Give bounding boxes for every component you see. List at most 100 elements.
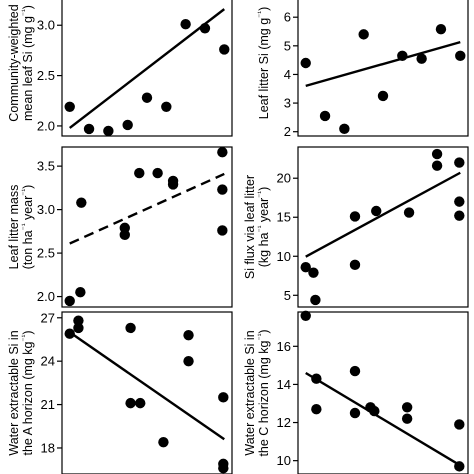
data-point xyxy=(403,207,415,218)
y-tick-label: 20 xyxy=(277,171,291,186)
data-point xyxy=(152,167,163,179)
data-point xyxy=(125,322,136,334)
y-tick-label: 14 xyxy=(277,377,291,392)
data-point xyxy=(435,24,447,35)
y-tick-label: 12 xyxy=(277,415,291,430)
fit-line xyxy=(305,371,461,467)
y-tick-label: 3.0 xyxy=(37,202,55,217)
data-point xyxy=(217,147,228,158)
data-point xyxy=(219,44,230,55)
data-point xyxy=(122,119,133,131)
data-point xyxy=(180,19,191,30)
y-tick-label: 2.5 xyxy=(37,68,55,83)
data-point xyxy=(76,197,87,208)
plot-frame xyxy=(61,146,233,308)
plot-frame xyxy=(61,311,233,474)
data-point xyxy=(431,160,443,171)
data-point xyxy=(73,315,84,326)
data-point xyxy=(454,461,465,472)
data-point xyxy=(199,23,211,34)
data-point xyxy=(455,50,466,62)
plot-frame xyxy=(297,146,469,308)
fit-line xyxy=(68,8,226,129)
data-point xyxy=(431,148,443,160)
y-axis-label-line: mean leaf Si (mg g⁻¹) xyxy=(20,5,35,121)
data-point xyxy=(454,210,465,221)
data-point xyxy=(300,261,311,273)
fit-line xyxy=(69,172,225,245)
y-axis-label-line: Water extractable Si in xyxy=(243,330,257,455)
data-point xyxy=(300,57,311,69)
plot-frame xyxy=(297,311,469,474)
data-point xyxy=(310,294,321,306)
data-point xyxy=(125,397,136,409)
panel-5: 18 21 24 27 Water extractable Si in the A hor… xyxy=(7,310,233,474)
data-point xyxy=(73,322,84,334)
y-tick-label: 21 xyxy=(41,397,55,412)
y-axis-label-line: Water extractable Si in xyxy=(7,330,21,455)
y-axis-label: Community-weighted mean leaf Si (mg g⁻¹) xyxy=(7,4,35,121)
data-point xyxy=(141,92,153,103)
data-point xyxy=(349,365,361,377)
y-axis-label: Leaf litter Si (mg g⁻¹) xyxy=(256,7,271,120)
y-tick-label: 3.5 xyxy=(37,159,55,174)
data-point xyxy=(311,373,322,384)
y-tick-label: 10 xyxy=(277,249,291,264)
fit-line xyxy=(305,171,461,258)
data-point xyxy=(119,229,130,241)
data-point xyxy=(416,53,427,64)
data-point xyxy=(64,295,75,307)
y-tick-label: 10 xyxy=(277,453,291,468)
y-tick-label: 6 xyxy=(284,10,291,25)
y-axis-label: Water extractable Si in the A horizon (mg… xyxy=(7,330,35,455)
y-tick-label: 27 xyxy=(41,310,55,325)
y-tick-label: 16 xyxy=(277,339,291,354)
data-point xyxy=(183,329,194,341)
data-point xyxy=(218,392,229,403)
y-tick-label: 4 xyxy=(284,67,291,82)
y-axis-label-line: the C horizon (mg kg⁻¹) xyxy=(256,329,271,456)
y-tick-label: 3 xyxy=(284,96,291,111)
y-axis-label-line: Community-weighted xyxy=(7,4,21,121)
fit-line xyxy=(305,40,461,88)
data-point xyxy=(83,123,95,135)
data-point xyxy=(75,287,86,298)
y-axis-label: Leaf litter mass (ton ha⁻¹ year⁻¹) xyxy=(7,185,35,270)
data-point xyxy=(161,101,172,113)
data-point xyxy=(454,157,465,168)
data-point xyxy=(369,405,380,417)
data-point xyxy=(349,407,361,419)
y-axis-label-line: Leaf litter Si (mg g⁻¹) xyxy=(256,7,271,120)
data-point xyxy=(218,463,229,474)
data-point xyxy=(183,355,194,367)
data-point xyxy=(308,267,319,278)
panel-4: 5 10 15 20 Si flux via leaf litter (kg ha⁻¹ y… xyxy=(243,146,469,308)
data-point xyxy=(371,205,382,217)
y-tick-label: 15 xyxy=(277,210,291,225)
y-axis-label-line: Si flux via leaf litter xyxy=(243,175,257,279)
data-point xyxy=(103,125,114,137)
data-point xyxy=(397,50,408,62)
panel-6: 10 12 14 16 Water extractable Si in the C hor… xyxy=(243,310,469,474)
data-point xyxy=(349,211,361,222)
y-axis-label-line: the A horizon (mg kg⁻¹) xyxy=(20,330,35,455)
panel-2: 2 3 4 5 6 Leaf litter Si (mg g⁻¹) xyxy=(256,0,469,139)
y-tick-label: 2.0 xyxy=(37,118,55,133)
plot-frame xyxy=(61,0,233,137)
data-point xyxy=(339,123,350,135)
y-tick-label: 18 xyxy=(41,440,55,455)
y-tick-label: 2.5 xyxy=(37,246,55,261)
data-point xyxy=(319,110,331,122)
y-tick-label: 2 xyxy=(284,124,291,139)
data-point xyxy=(167,179,179,190)
data-point xyxy=(349,259,361,271)
data-point xyxy=(454,419,465,430)
y-axis-label: Si flux via leaf litter (kg ha⁻¹ year⁻¹) xyxy=(243,175,271,279)
data-point xyxy=(358,29,369,40)
y-tick-label: 3.0 xyxy=(37,18,55,33)
y-tick-label: 2.0 xyxy=(37,289,55,304)
data-point xyxy=(135,397,146,409)
